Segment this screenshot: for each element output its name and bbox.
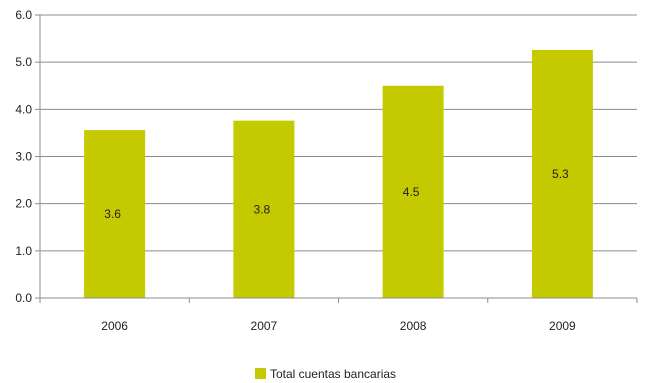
- x-tick-label: 2007: [251, 319, 278, 333]
- x-axis-tick-labels: 2006 2007 2008 2009: [101, 319, 576, 333]
- legend: Total cuentas bancarias: [0, 367, 651, 381]
- data-label-2009: 5.3: [552, 167, 569, 181]
- y-tick-label: 3.0: [15, 150, 32, 164]
- y-tick-label: 4.0: [15, 102, 32, 116]
- legend-label: Total cuentas bancarias: [269, 367, 397, 381]
- x-tick-label: 2006: [101, 319, 128, 333]
- bar-2009: [531, 49, 593, 298]
- data-label-2006: 3.6: [104, 207, 121, 221]
- data-label-2007: 3.8: [254, 202, 271, 216]
- bar-2006: [84, 130, 146, 298]
- axes: [35, 14, 638, 303]
- y-tick-label: 1.0: [15, 244, 32, 258]
- y-axis-tick-labels: 0.0 1.0 2.0 3.0 4.0 5.0 6.0: [15, 8, 32, 305]
- x-tick-label: 2008: [400, 319, 427, 333]
- legend-swatch: [254, 368, 266, 379]
- y-tick-label: 6.0: [15, 8, 32, 22]
- bars: [84, 49, 593, 298]
- data-label-2008: 4.5: [403, 185, 420, 199]
- y-tick-label: 5.0: [15, 55, 32, 69]
- y-tick-label: 2.0: [15, 197, 32, 211]
- bar-2007: [233, 120, 295, 298]
- bar-2008: [382, 85, 444, 298]
- x-tick-label: 2009: [549, 319, 576, 333]
- y-tick-label: 0.0: [15, 291, 32, 305]
- data-labels: 3.6 3.8 4.5 5.3: [104, 167, 569, 221]
